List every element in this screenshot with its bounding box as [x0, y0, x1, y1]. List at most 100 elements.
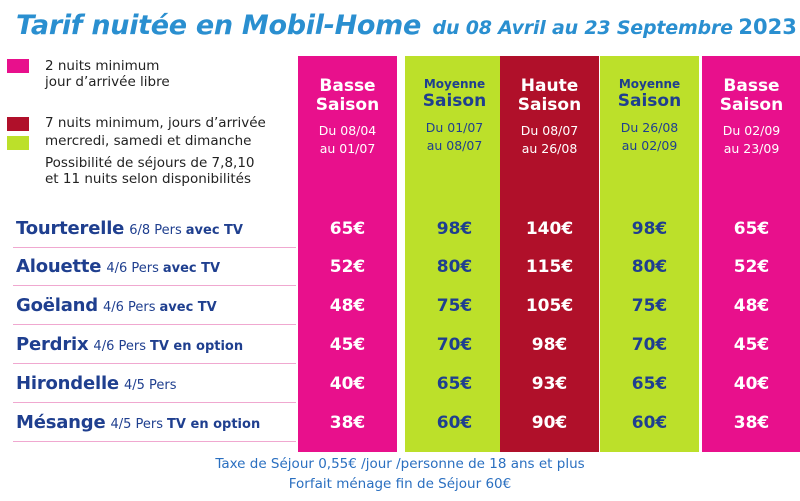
- price-cell: 48€: [329, 296, 366, 316]
- season-name-line2: Saison: [719, 95, 784, 115]
- mobilhome-capacity: 4/5 Pers: [123, 378, 177, 393]
- price-cell: 65€: [436, 374, 473, 394]
- legend-note: Possibilité de séjours de 7,8,10 et 11 n…: [45, 155, 255, 187]
- mobilhome-tv: TV en option: [167, 417, 261, 432]
- season-name: Basse Saison: [702, 77, 800, 115]
- price-cell: 45€: [733, 335, 770, 355]
- season-name-line2: Saison: [617, 91, 682, 111]
- mobilhome-name: Alouette: [16, 256, 102, 277]
- tax-note: Taxe de Séjour 0,55€ /jour /personne de …: [215, 456, 585, 472]
- price-cell: 52€: [733, 257, 770, 277]
- price-cell: 60€: [436, 413, 473, 433]
- price-cell: 98€: [436, 219, 473, 239]
- price-cell: 60€: [631, 413, 668, 433]
- row-divider: [13, 363, 296, 364]
- price-cell: 38€: [329, 413, 366, 433]
- mobilhome-name: Hirondelle: [16, 373, 119, 394]
- price-cell: 75€: [436, 296, 473, 316]
- season-date-from: Du 08/04: [318, 123, 377, 138]
- mobilhome-name: Mésange: [16, 412, 106, 433]
- season-name-line1: Moyenne: [618, 77, 681, 91]
- price-cell: 105€: [525, 296, 574, 316]
- season-column: Moyenne Saison Du 26/08 au 02/09: [600, 56, 699, 452]
- mobilhome-tv: TV en option: [149, 339, 244, 354]
- legend-line: et 11 nuits selon disponibilités: [45, 171, 251, 187]
- season-dates: Du 02/09 au 23/09: [702, 122, 800, 158]
- legend-swatch-red: [7, 117, 29, 131]
- season-header: Moyenne Saison Du 01/07 au 08/07: [405, 77, 504, 155]
- price-cell: 40€: [329, 374, 366, 394]
- season-name-line2: Saison: [315, 95, 380, 115]
- price-cell: 140€: [525, 219, 574, 239]
- season-date-from: Du 26/08: [620, 120, 679, 135]
- season-column: Haute Saison Du 08/07 au 26/08: [500, 56, 599, 452]
- season-date-from: Du 08/07: [520, 123, 579, 138]
- season-column: Basse Saison Du 02/09 au 23/09: [702, 56, 800, 452]
- mobilhome-name: Goëland: [16, 295, 98, 316]
- title-dates: du 08 Avril au 23 Septembre: [432, 17, 733, 39]
- legend-swatch-pink: [7, 59, 29, 73]
- title-year: 2023: [738, 15, 797, 39]
- legend-swatch-green: [7, 136, 29, 150]
- legend-text-pink: 2 nuits minimum jour d’arrivée libre: [45, 58, 170, 90]
- table-row-label: Tourterelle 6/8 Pers avec TV: [16, 211, 243, 247]
- season-name-line1: Basse: [319, 76, 376, 96]
- legend-line: 2 nuits minimum: [45, 58, 160, 74]
- row-divider: [13, 402, 296, 403]
- row-divider: [13, 441, 296, 442]
- price-cell: 70€: [436, 335, 473, 355]
- legend-line: jour d’arrivée libre: [45, 74, 170, 90]
- season-name-line1: Basse: [723, 76, 780, 96]
- price-cell: 98€: [631, 219, 668, 239]
- price-cell: 70€: [631, 335, 668, 355]
- season-dates: Du 08/04 au 01/07: [298, 122, 397, 158]
- season-date-to: au 23/09: [723, 141, 780, 156]
- mobilhome-tv: avec TV: [162, 261, 221, 276]
- table-row-label: Mésange 4/5 Pers TV en option: [16, 405, 260, 441]
- season-date-from: Du 01/07: [425, 120, 484, 135]
- season-dates: Du 08/07 au 26/08: [500, 122, 599, 158]
- season-column: Moyenne Saison Du 01/07 au 08/07: [405, 56, 504, 452]
- price-cell: 45€: [329, 335, 366, 355]
- legend-text-green: mercredi, samedi et dimanche: [45, 133, 252, 149]
- cleaning-fee-note: Forfait ménage fin de Séjour 60€: [288, 476, 512, 492]
- row-divider: [13, 324, 296, 325]
- season-date-to: au 02/09: [621, 138, 678, 153]
- legend-line: Possibilité de séjours de 7,8,10: [45, 155, 255, 171]
- season-name-line1: Moyenne: [423, 77, 486, 91]
- page-title: Tarif nuitée en Mobil-Home du 08 Avril a…: [16, 10, 797, 41]
- price-cell: 80€: [631, 257, 668, 277]
- mobilhome-capacity: 4/6 Pers: [102, 300, 156, 315]
- price-cell: 65€: [631, 374, 668, 394]
- price-cell: 80€: [436, 257, 473, 277]
- season-name: Moyenne Saison: [600, 77, 699, 112]
- season-header: Basse Saison Du 08/04 au 01/07: [298, 77, 397, 158]
- mobilhome-capacity: 4/6 Pers: [93, 339, 146, 354]
- season-header: Basse Saison Du 02/09 au 23/09: [702, 77, 800, 158]
- price-cell: 75€: [631, 296, 668, 316]
- price-cell: 98€: [531, 335, 568, 355]
- season-column: Basse Saison Du 08/04 au 01/07: [298, 56, 397, 452]
- season-header: Haute Saison Du 08/07 au 26/08: [500, 77, 599, 158]
- season-name-line2: Saison: [517, 95, 582, 115]
- mobilhome-tv: avec TV: [159, 300, 217, 315]
- season-date-to: au 26/08: [521, 141, 578, 156]
- table-row-label: Alouette 4/6 Pers avec TV: [16, 249, 220, 285]
- title-main: Tarif nuitée en Mobil-Home: [16, 10, 421, 41]
- mobilhome-capacity: 4/5 Pers: [110, 417, 164, 432]
- table-row-label: Hirondelle 4/5 Pers: [16, 366, 180, 402]
- table-row-label: Perdrix 4/6 Pers TV en option: [16, 327, 243, 363]
- price-cell: 93€: [531, 374, 568, 394]
- price-cell: 90€: [531, 413, 568, 433]
- season-dates: Du 01/07 au 08/07: [405, 119, 504, 155]
- price-cell: 38€: [733, 413, 770, 433]
- season-name-line1: Haute: [520, 76, 579, 96]
- mobilhome-name: Perdrix: [16, 334, 89, 355]
- season-date-to: au 08/07: [426, 138, 483, 153]
- table-row-label: Goëland 4/6 Pers avec TV: [16, 288, 217, 324]
- price-cell: 65€: [733, 219, 770, 239]
- mobilhome-tv: avec TV: [185, 223, 243, 238]
- season-date-to: au 01/07: [319, 141, 376, 156]
- season-name-line2: Saison: [422, 91, 487, 111]
- price-cell: 52€: [329, 257, 366, 277]
